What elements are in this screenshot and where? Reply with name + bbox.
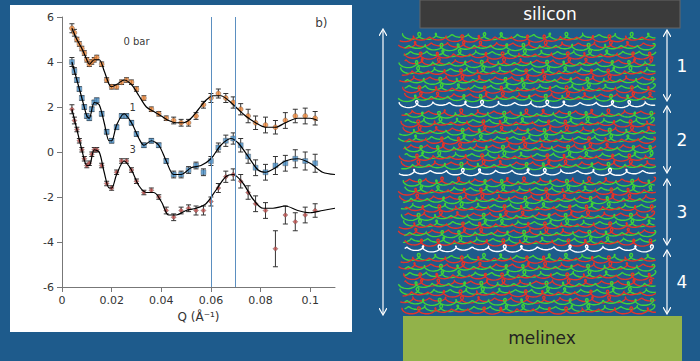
svg-text:3: 3 xyxy=(130,144,136,155)
svg-text:silicon: silicon xyxy=(523,4,577,24)
svg-text:0.1: 0.1 xyxy=(301,294,319,307)
svg-text:1: 1 xyxy=(677,56,688,76)
svg-text:2: 2 xyxy=(677,130,688,150)
svg-text:4: 4 xyxy=(47,56,54,69)
svg-text:0 bar: 0 bar xyxy=(123,36,150,47)
svg-text:-4: -4 xyxy=(43,236,54,249)
svg-text:0.08: 0.08 xyxy=(248,294,273,307)
svg-text:4: 4 xyxy=(677,272,688,292)
svg-text:-6: -6 xyxy=(43,281,54,294)
svg-text:0: 0 xyxy=(59,294,66,307)
svg-text:-2: -2 xyxy=(43,191,54,204)
svg-text:3: 3 xyxy=(677,202,688,222)
svg-text:Q (Å⁻¹): Q (Å⁻¹) xyxy=(178,309,220,324)
svg-text:1: 1 xyxy=(130,102,136,113)
svg-text:melinex: melinex xyxy=(508,328,575,348)
svg-text:0: 0 xyxy=(47,146,54,159)
svg-text:0.04: 0.04 xyxy=(149,294,174,307)
svg-text:0.06: 0.06 xyxy=(199,294,224,307)
svg-text:0.02: 0.02 xyxy=(99,294,124,307)
svg-text:b): b) xyxy=(315,16,327,30)
svg-text:2: 2 xyxy=(47,101,54,114)
svg-text:6: 6 xyxy=(47,11,54,24)
